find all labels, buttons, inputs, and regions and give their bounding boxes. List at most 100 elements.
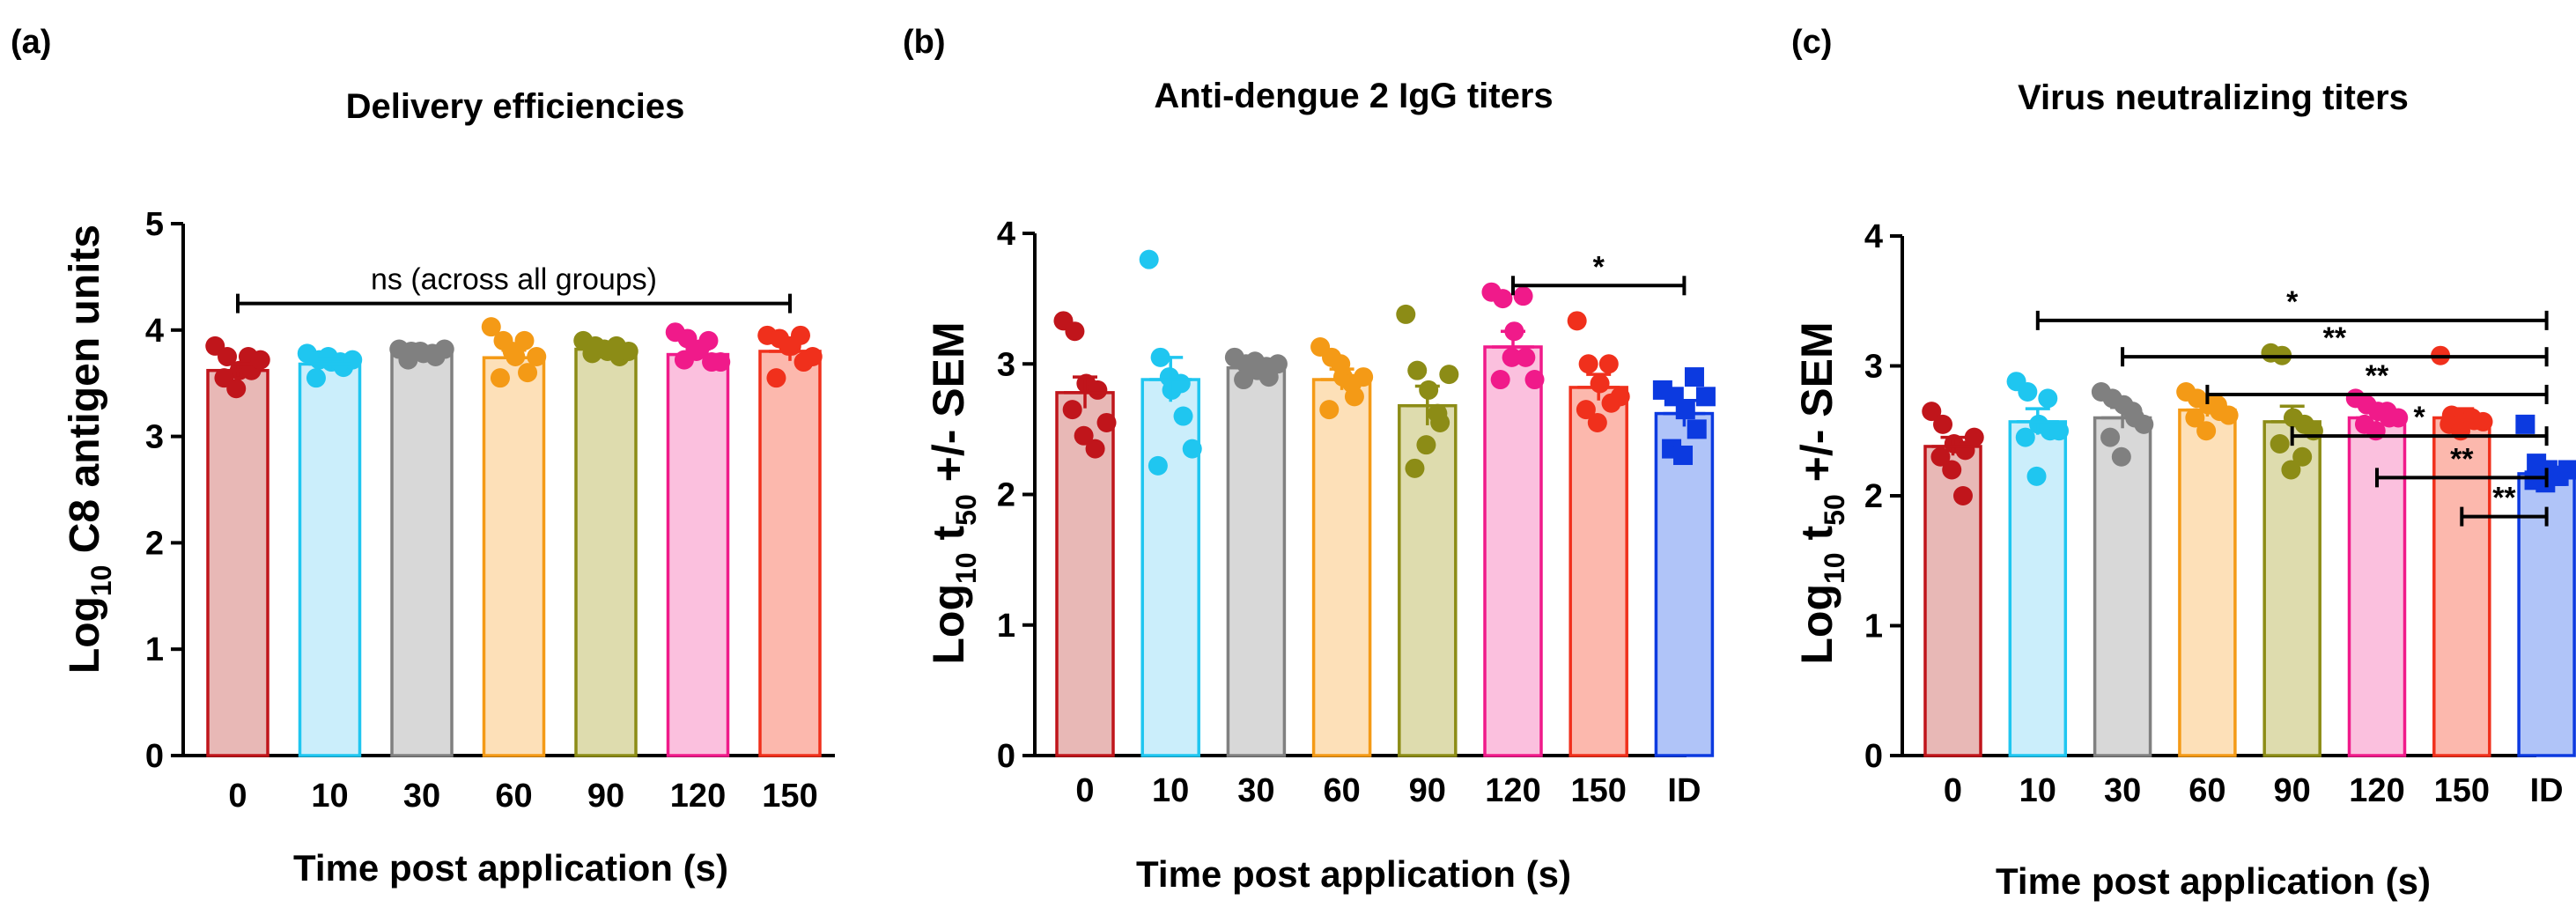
bar-ID (1654, 411, 1715, 757)
y-tick-label: 2 (1864, 478, 1883, 515)
panel-label: (c) (1791, 24, 1832, 61)
data-point (1516, 347, 1536, 367)
data-point (2185, 408, 2205, 428)
data-point (1428, 403, 1448, 424)
bar-120 (1483, 345, 1543, 757)
bar-group-30 (1224, 347, 1288, 757)
bar-60 (2178, 408, 2237, 757)
data-point (698, 330, 719, 350)
bar-group-30 (389, 339, 454, 757)
x-tick-label: 120 (670, 778, 726, 815)
data-point (218, 347, 238, 366)
y-tick-label: 3 (997, 346, 1015, 383)
significance-bracket: ** (2460, 482, 2549, 527)
panel-c: (c) Virus neutralizing titers Time post … (1791, 24, 2576, 902)
data-point (250, 350, 270, 370)
data-point (2515, 414, 2535, 434)
bar-group-120 (1481, 282, 1545, 757)
significance-label: * (2414, 401, 2426, 434)
data-point (2388, 408, 2409, 428)
data-point (1695, 387, 1716, 407)
data-point (1396, 304, 1416, 324)
x-axis-label: Time post application (s) (1136, 853, 1571, 895)
x-tick-label: 30 (2104, 772, 2141, 809)
bar-group-60 (2176, 382, 2239, 757)
significance-label: * (1593, 250, 1605, 284)
y-tick-label: 3 (145, 419, 164, 456)
data-point (1354, 367, 1374, 387)
data-point (2049, 421, 2070, 441)
bar-group-30 (2091, 382, 2154, 757)
y-tick-label: 2 (145, 525, 164, 562)
chart-title: Anti-dengue 2 IgG titers (1154, 77, 1553, 115)
bar-90 (1398, 403, 1458, 757)
x-axis-label: Time post application (s) (1996, 860, 2431, 902)
data-point (1319, 400, 1340, 420)
data-point (1587, 412, 1607, 432)
x-tick-label: 90 (2274, 772, 2311, 809)
bar-10 (298, 362, 362, 757)
x-tick-label: 10 (311, 778, 348, 815)
data-point (1234, 370, 1254, 390)
bar-150 (1568, 386, 1628, 757)
data-point (1439, 365, 1459, 385)
data-point (1513, 286, 1533, 306)
data-point (2196, 421, 2217, 441)
bar-group-90 (573, 330, 638, 757)
data-point (1407, 360, 1428, 380)
significance-bracket: ** (2375, 442, 2549, 488)
bar-group-ID (1652, 367, 1716, 757)
data-point (1687, 419, 1707, 439)
data-point (1170, 373, 1191, 394)
bar-group-10 (1139, 249, 1202, 757)
data-point (518, 363, 538, 383)
y-axis-label: Log10 t50 +/- SEM (1792, 321, 1850, 664)
data-point (1148, 455, 1168, 476)
data-point (1610, 387, 1630, 407)
x-tick-label: 30 (403, 778, 440, 815)
significance-label: * (2286, 285, 2299, 319)
bar-150 (2432, 416, 2491, 757)
y-tick-label: 4 (1864, 218, 1883, 255)
data-point (226, 379, 247, 399)
bar-group-90 (1396, 304, 1459, 757)
data-point (1173, 406, 1193, 426)
data-point (1930, 446, 1951, 467)
y-tick-label: 3 (1864, 349, 1883, 386)
data-point (2038, 388, 2058, 409)
x-tick-label: 150 (2434, 772, 2490, 809)
x-tick-label: 30 (1237, 772, 1274, 809)
significance-label: ** (2366, 359, 2389, 393)
x-tick-label: 150 (1570, 772, 1626, 809)
data-point (2100, 427, 2121, 447)
data-point (514, 330, 535, 350)
data-point (1922, 402, 1942, 422)
plot-area: 0 1 2 3 4 5 0 10 30 60 90 120 150 ns (across all grou… (145, 206, 835, 815)
x-tick-label: 60 (2188, 772, 2225, 809)
bar-group-60 (1310, 336, 1374, 757)
bar-group-90 (2261, 343, 2323, 757)
data-point (1267, 354, 1288, 374)
bar-0 (1923, 445, 1982, 757)
data-point (1673, 446, 1694, 466)
x-tick-label: 0 (228, 778, 247, 815)
bar-60 (1311, 378, 1372, 757)
data-point (306, 368, 326, 388)
data-point (1684, 367, 1704, 387)
data-point (1576, 400, 1596, 420)
y-axis-label: Log10 t50 +/- SEM (924, 321, 982, 664)
bar-group-60 (481, 317, 547, 757)
x-tick-label: 60 (1323, 772, 1360, 809)
y-tick-label: 0 (145, 738, 164, 775)
y-axis-label: Log10 C8 antigen units (62, 225, 117, 674)
significance-label: ** (2492, 482, 2516, 515)
chart-title: Delivery efficiencies (346, 87, 685, 126)
bar-group-120 (2345, 388, 2409, 757)
data-point (2111, 446, 2131, 467)
panel-label: (b) (903, 24, 946, 61)
x-tick-label: ID (2530, 772, 2564, 809)
x-tick-label: 10 (1152, 772, 1189, 809)
bar-group-150 (2431, 345, 2493, 757)
